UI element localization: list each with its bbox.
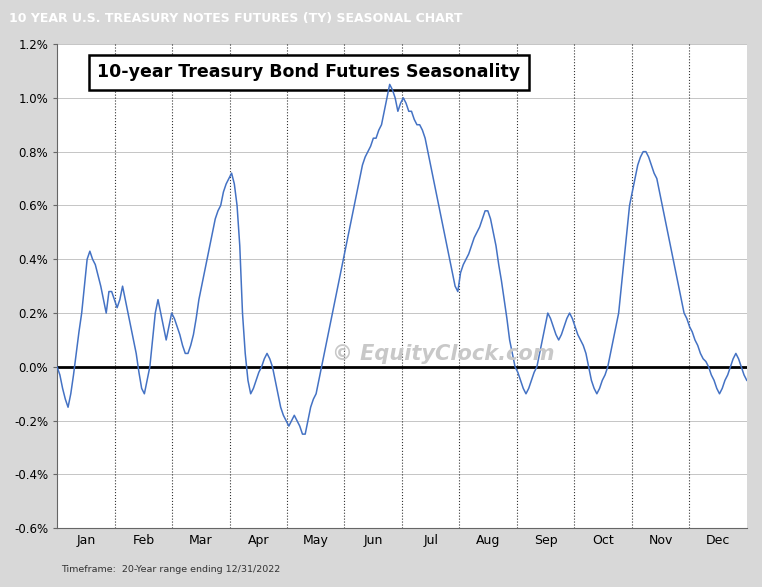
Text: 10 YEAR U.S. TREASURY NOTES FUTURES (TY) SEASONAL CHART: 10 YEAR U.S. TREASURY NOTES FUTURES (TY)… — [9, 12, 463, 25]
Text: © EquityClock.com: © EquityClock.com — [332, 344, 555, 364]
Text: 10-year Treasury Bond Futures Seasonality: 10-year Treasury Bond Futures Seasonalit… — [98, 63, 520, 82]
Text: Timeframe:  20-Year range ending 12/31/2022: Timeframe: 20-Year range ending 12/31/20… — [61, 565, 280, 573]
